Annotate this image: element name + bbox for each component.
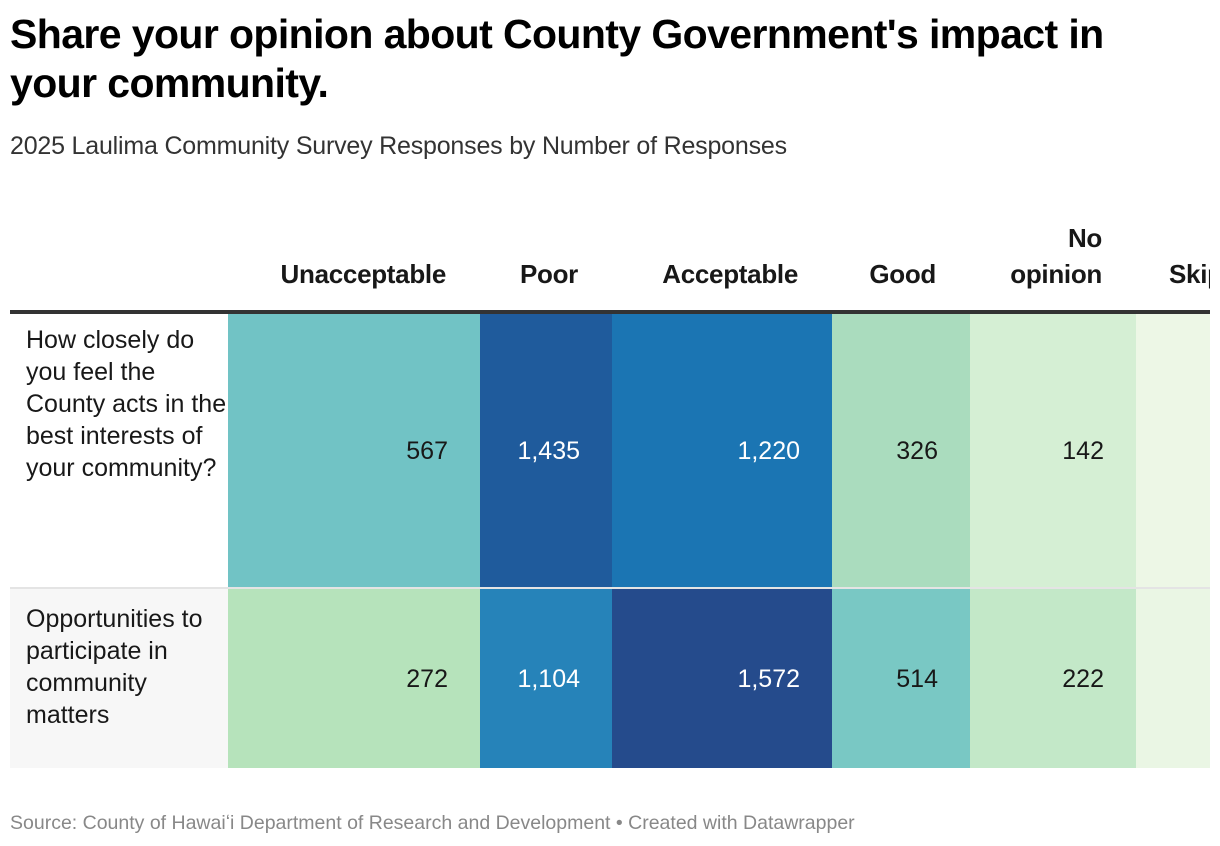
table-row: How closely do you feel the County acts …	[10, 312, 1210, 588]
heatmap-cell: 272	[228, 588, 480, 768]
column-header-poor[interactable]: Poor	[519, 259, 578, 289]
row-header-cell	[10, 216, 228, 312]
chart-subtitle: 2025 Laulima Community Survey Responses …	[10, 132, 787, 160]
heatmap-cell	[1136, 588, 1210, 768]
heatmap-cell: 1,220	[612, 312, 832, 588]
heatmap-cell: 1,572	[612, 588, 832, 768]
column-header-unacceptable[interactable]: Unacceptable	[280, 259, 447, 289]
heatmap-cell: 142	[970, 312, 1136, 588]
column-header-acceptable[interactable]: Acceptable	[662, 259, 798, 289]
table-row: Opportunities to participate in communit…	[10, 588, 1210, 768]
column-header-skipped[interactable]: Skipped	[1169, 259, 1210, 289]
heatmap-cell	[1136, 312, 1210, 588]
source-note: Source: County of Hawaiʻi Department of …	[10, 812, 855, 834]
heatmap-cell: 567	[228, 312, 480, 588]
chart-title: Share your opinion about County Governme…	[10, 11, 1104, 106]
heatmap-cell: 1,104	[480, 588, 612, 768]
header-row: Unacceptable Poor Acceptable Good No opi…	[10, 216, 1210, 312]
heatmap-cell: 514	[832, 588, 970, 768]
row-label: How closely do you feel the County acts …	[10, 312, 228, 588]
heatmap-table-container: Unacceptable Poor Acceptable Good No opi…	[10, 216, 1210, 772]
heatmap-cell: 326	[832, 312, 970, 588]
heatmap-table: Unacceptable Poor Acceptable Good No opi…	[10, 216, 1210, 768]
heatmap-cell: 222	[970, 588, 1136, 768]
row-label: Opportunities to participate in communit…	[10, 588, 228, 768]
column-header-no-opinion[interactable]: No opinion	[1010, 223, 1102, 289]
heatmap-cell: 1,435	[480, 312, 612, 588]
column-header-good[interactable]: Good	[869, 259, 936, 289]
